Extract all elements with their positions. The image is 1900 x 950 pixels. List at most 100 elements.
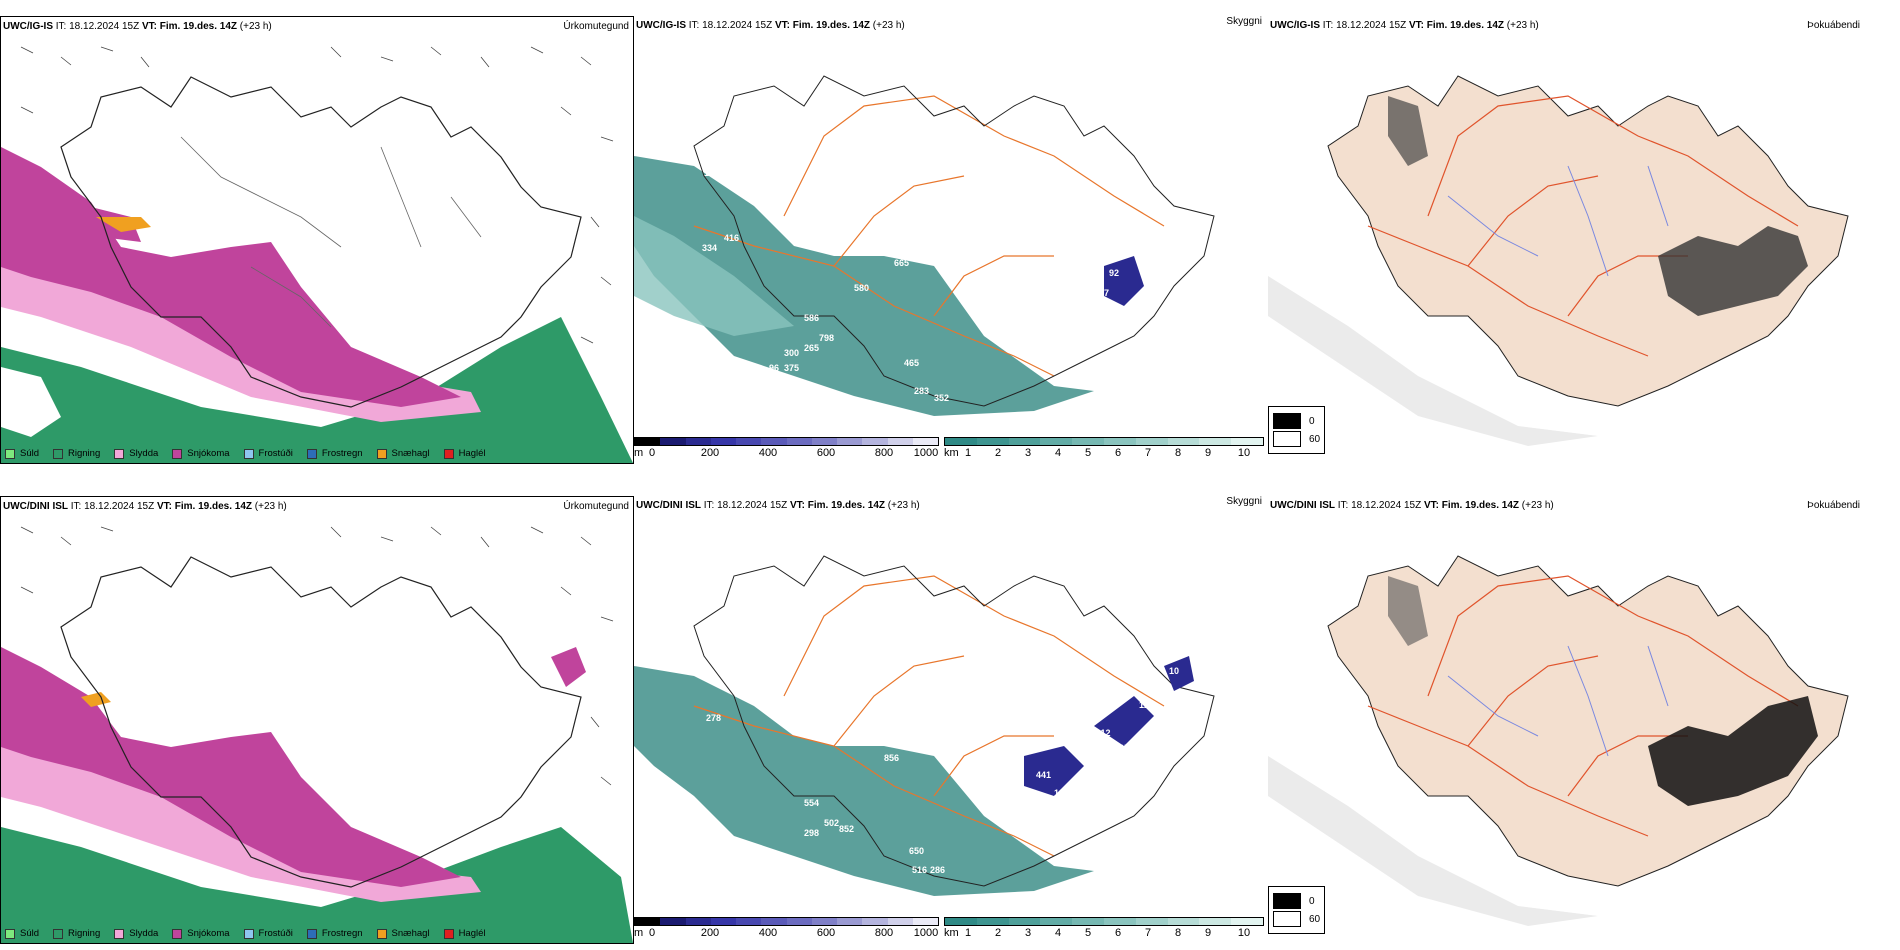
- iceland-coast: [60, 76, 582, 408]
- fog-dark: [1658, 226, 1808, 316]
- cloudbase-label: 278: [706, 713, 721, 723]
- panel-title: UWC/IG-IS IT: 18.12.2024 15Z VT: Fim. 19…: [636, 20, 905, 31]
- river-network: [1447, 645, 1669, 757]
- cloudbase-label: 286: [930, 865, 945, 875]
- cloudbase-map: 278 856 554 502 298 852 650 516 286 441 …: [634, 555, 1215, 896]
- cloudbase-low: [1024, 656, 1194, 796]
- fog-legend: 0 60: [1268, 406, 1326, 454]
- cloudbase-label: 502: [824, 818, 839, 828]
- panel-title: UWC/DINI ISL IT: 18.12.2024 15Z VT: Fim.…: [3, 501, 287, 512]
- legend-swatch: [443, 448, 454, 459]
- road-network: [1367, 575, 1799, 837]
- precip-legend: Súld Rigning Slydda Snjókoma Frostúði Fr…: [5, 448, 486, 459]
- cloudbase-label: 580: [854, 283, 869, 293]
- fog-map: [1268, 75, 1849, 446]
- cloudbase-label: 300: [784, 348, 799, 358]
- cloudbase-label: 856: [884, 753, 899, 763]
- visibility-area: [634, 666, 1094, 896]
- fog-dark-north: [1388, 96, 1428, 166]
- cloudbase-label: 92: [1109, 268, 1119, 278]
- cloudbase-label: 105: [1114, 743, 1129, 753]
- cloudbase-label: 441: [1036, 770, 1051, 780]
- legend-item: Súld: [5, 448, 39, 459]
- visibility-colorbar: km 1 2 3 4 5 6 7 8 9 10: [944, 437, 1264, 464]
- legend-swatch: [5, 448, 15, 459]
- cloudbase-map: 111 416 334 665 580 586 798 300 265 96 3…: [634, 75, 1215, 416]
- legend-item: Rigning: [53, 928, 100, 939]
- fog-coastal: [1268, 756, 1598, 926]
- snow-area-north: [51, 197, 141, 242]
- visibility-area-pale: [634, 216, 794, 336]
- cloudbase-label: 650: [909, 846, 924, 856]
- cloudbase-label: 586: [804, 313, 819, 323]
- cloudbase-label: 96: [769, 363, 779, 373]
- cloudbase-label: 516: [912, 865, 927, 875]
- precip-type-panel-top: UWC/IG-IS IT: 18.12.2024 15Z VT: Fim. 19…: [0, 16, 634, 464]
- cloudbase-label: 334: [702, 243, 717, 253]
- panel-field-name: Þokuábendi: [1807, 500, 1860, 511]
- cloudbase-visibility-panel-top: UWC/IG-IS IT: 18.12.2024 15Z VT: Fim. 19…: [634, 16, 1266, 464]
- inland-lines: [180, 136, 482, 328]
- white-gap: [1, 367, 61, 437]
- legend-swatch: [53, 928, 64, 939]
- fog-legend: 0 60: [1268, 886, 1326, 934]
- colorbar-unit: m: [634, 447, 644, 459]
- cloudbase-label: 12: [1054, 788, 1064, 798]
- legend-swatch: [243, 928, 254, 939]
- land-area: [1327, 75, 1849, 407]
- panel-field-name: Úrkomutegund: [563, 21, 629, 32]
- snowpellet-area: [96, 217, 151, 232]
- cloudbase-visibility-panel-bottom: UWC/DINI ISL IT: 18.12.2024 15Z VT: Fim.…: [634, 496, 1266, 944]
- legend-item: Frostregn: [306, 448, 363, 459]
- fog-dark: [1648, 696, 1818, 806]
- fog-map: [1268, 555, 1849, 926]
- rain-area: [1, 317, 633, 463]
- cloudbase-label: 798: [819, 333, 834, 343]
- panel-field-name: Þokuábendi: [1807, 20, 1860, 31]
- fog-index-panel-top: UWC/IG-IS IT: 18.12.2024 15Z VT: Fim. 19…: [1268, 16, 1900, 464]
- precip-legend: Súld Rigning Slydda Snjókoma Frostúði Fr…: [5, 928, 486, 939]
- legend-swatch: [114, 928, 125, 939]
- iceland-coast: [693, 555, 1215, 887]
- road-network: [693, 95, 1165, 377]
- iceland-coast: [60, 556, 582, 888]
- road-network: [693, 575, 1165, 857]
- panel-title: UWC/IG-IS IT: 18.12.2024 15Z VT: Fim. 19…: [3, 21, 272, 32]
- legend-item: Snjókoma: [172, 448, 230, 459]
- panel-field-name: Skyggni: [1226, 496, 1262, 507]
- legend-item: Slydda: [114, 928, 158, 939]
- legend-swatch: [172, 928, 183, 939]
- cloudbase-low: [1104, 256, 1144, 306]
- cloudbase-label: 665: [894, 258, 909, 268]
- legend-swatch: [376, 448, 387, 459]
- snow-area-east: [551, 647, 586, 687]
- cloudbase-label: 352: [934, 393, 949, 403]
- colorbar-unit: m: [634, 927, 644, 939]
- legend-item: Rigning: [53, 448, 100, 459]
- cloudbase-label: 416: [724, 233, 739, 243]
- legend-swatch: [306, 448, 317, 459]
- colorbar-unit: km: [944, 927, 959, 939]
- panel-title: UWC/DINI ISL IT: 18.12.2024 15Z VT: Fim.…: [636, 500, 920, 511]
- visibility-colorbar: km 1 2 3 4 5 6 7 8 9 10: [944, 917, 1264, 944]
- cloudbase-label: 465: [904, 358, 919, 368]
- legend-item: Snjókoma: [172, 928, 230, 939]
- snow-area: [1, 647, 461, 887]
- wind-barbs: [20, 526, 614, 786]
- cloudbase-label: 554: [804, 798, 819, 808]
- legend-swatch: [443, 928, 454, 939]
- legend-swatch: [172, 448, 183, 459]
- legend-swatch: [306, 928, 317, 939]
- cloudbase-label: 375: [784, 363, 799, 373]
- cloudbase-label: 97: [1099, 288, 1109, 298]
- wind-barbs: [20, 46, 614, 344]
- cloudbase-label: 10: [1169, 666, 1179, 676]
- river-network: [1447, 165, 1669, 277]
- land-area: [1327, 555, 1849, 887]
- precip-map: [1, 526, 633, 943]
- cloudbase-label: 12: [1139, 700, 1149, 710]
- cloudbase-label: 265: [804, 343, 819, 353]
- panel-title: UWC/IG-IS IT: 18.12.2024 15Z VT: Fim. 19…: [1270, 20, 1539, 31]
- cloudbase-label: 112: [1096, 728, 1111, 738]
- legend-swatch: [243, 448, 254, 459]
